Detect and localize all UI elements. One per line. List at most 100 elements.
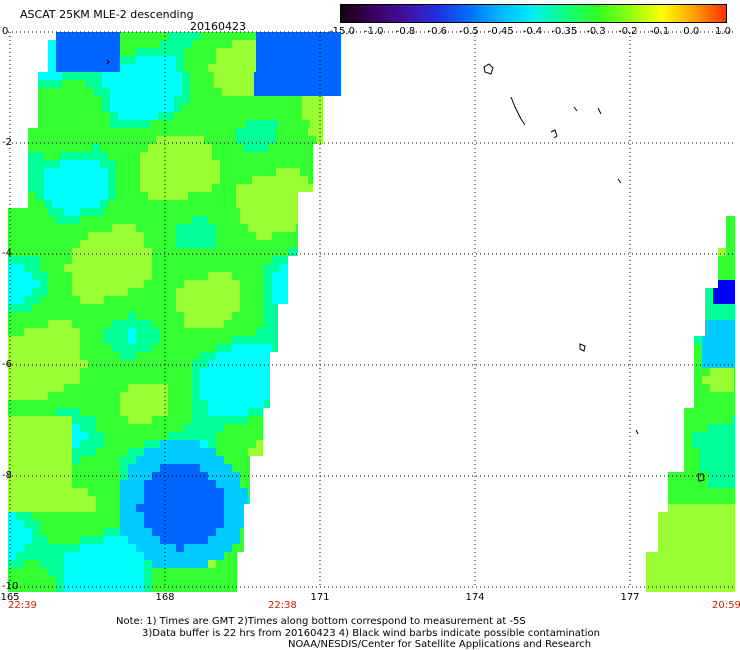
wind-cell: [16, 464, 24, 472]
wind-cell: [304, 64, 312, 72]
wind-cell: [126, 104, 134, 112]
wind-cell: [140, 176, 148, 184]
wind-cell: [8, 440, 16, 448]
wind-cell: [710, 584, 718, 592]
wind-cell: [184, 272, 192, 280]
wind-cell: [184, 552, 192, 560]
wind-cell: [144, 432, 152, 440]
wind-cell: [692, 456, 700, 464]
wind-cell: [48, 248, 56, 256]
wind-cell: [56, 528, 64, 536]
wind-cell: [156, 128, 164, 136]
wind-cell: [36, 144, 44, 152]
wind-cell: [16, 456, 24, 464]
wind-cell: [188, 176, 196, 184]
wind-cell: [152, 480, 160, 488]
wind-cell: [248, 40, 256, 48]
wind-cell: [296, 216, 298, 224]
wind-cell: [80, 296, 88, 304]
wind-cell: [40, 384, 48, 392]
wind-cell: [288, 216, 296, 224]
wind-cell: [128, 280, 136, 288]
wind-cell: [48, 272, 56, 280]
wind-cell: [116, 192, 124, 200]
wind-cell: [36, 176, 44, 184]
wind-cell: [256, 360, 264, 368]
wind-cell: [240, 272, 248, 280]
wind-cell: [284, 200, 292, 208]
wind-cell: [24, 272, 32, 280]
wind-cell: [136, 408, 144, 416]
wind-cell: [40, 520, 48, 528]
wind-cell: [144, 320, 152, 328]
wind-cell: [100, 144, 108, 152]
wind-cell: [256, 368, 264, 376]
wind-cell: [128, 440, 136, 448]
wind-cell: [152, 544, 160, 552]
wind-cell: [198, 104, 206, 112]
wind-cell: [134, 80, 142, 88]
wind-cell: [152, 32, 160, 40]
wind-cell: [160, 360, 168, 368]
wind-cell: [32, 576, 40, 584]
wind-cell: [64, 536, 72, 544]
wind-cell: [144, 240, 152, 248]
wind-cell: [208, 48, 216, 56]
wind-cell: [176, 64, 184, 72]
wind-cell: [220, 168, 228, 176]
wind-cell: [32, 328, 40, 336]
wind-cell: [184, 520, 192, 528]
wind-cell: [216, 64, 224, 72]
wind-cell: [256, 56, 264, 64]
wind-cell: [208, 224, 216, 232]
wind-cell: [72, 240, 80, 248]
wind-cell: [176, 280, 184, 288]
wind-cell: [208, 328, 216, 336]
wind-cell: [88, 560, 96, 568]
wind-cell: [120, 464, 128, 472]
wind-cell: [76, 160, 84, 168]
wind-cell: [160, 256, 168, 264]
wind-cell: [88, 408, 96, 416]
wind-cell: [724, 496, 732, 504]
wind-cell: [726, 344, 734, 352]
latitude-label: -6: [2, 359, 12, 370]
wind-cell: [168, 536, 176, 544]
wind-cell: [296, 32, 304, 40]
wind-cell: [80, 408, 88, 416]
wind-cell: [152, 208, 160, 216]
wind-cell: [718, 560, 726, 568]
wind-cell: [32, 320, 40, 328]
wind-cell: [256, 232, 264, 240]
wind-cell: [264, 256, 272, 264]
wind-cell: [120, 512, 128, 520]
wind-cell: [674, 544, 682, 552]
wind-cell: [705, 304, 713, 312]
wind-cell: [260, 144, 268, 152]
wind-cell: [40, 320, 48, 328]
wind-cell: [732, 440, 735, 448]
wind-cell: [120, 272, 128, 280]
wind-cell: [94, 104, 102, 112]
wind-cell: [192, 264, 200, 272]
wind-cell: [724, 424, 732, 432]
wind-cell: [160, 328, 168, 336]
wind-cell: [16, 368, 24, 376]
wind-cell: [148, 136, 156, 144]
wind-cell: [732, 480, 735, 488]
wind-cell: [718, 248, 726, 256]
wind-cell: [8, 368, 16, 376]
wind-cell: [96, 248, 104, 256]
wind-cell: [198, 80, 206, 88]
wind-cell: [176, 520, 184, 528]
wind-cell: [702, 360, 710, 368]
wind-cell: [160, 216, 168, 224]
wind-cell: [216, 272, 224, 280]
wind-cell: [64, 352, 72, 360]
wind-cell: [88, 56, 96, 64]
wind-cell: [264, 384, 270, 392]
wind-cell: [248, 352, 256, 360]
wind-cell: [40, 496, 48, 504]
wind-cell: [721, 304, 729, 312]
wind-cell: [160, 312, 168, 320]
